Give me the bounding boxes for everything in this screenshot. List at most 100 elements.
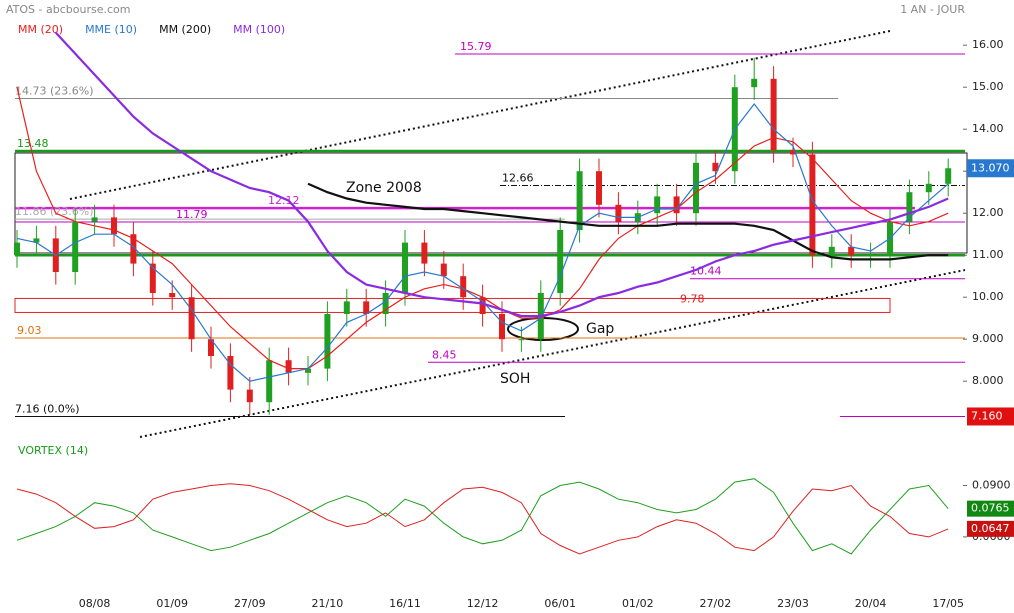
candle-body [770,78,777,151]
value-badge-label: 0.0647 [971,522,1010,535]
panel-title: VORTEX (14) [18,444,88,457]
header-period: 1 AN - JOUR [900,3,965,16]
y-tick-label: 8.000 [972,374,1004,387]
candle-body [208,339,214,356]
legend-entry: MM (100) [233,23,285,36]
candle-body [673,196,680,214]
level-label: 7.16 (0.0%) [15,402,80,415]
candle-body [751,78,758,88]
annotation: Gap [586,321,614,337]
candle-body [828,246,835,256]
candle-body [479,297,486,314]
candle-body [848,246,855,256]
candle-body [615,204,622,222]
level-label: 11.86 (23.6%) [15,205,94,218]
candle-body [130,234,137,264]
x-tick-label: 27/09 [234,597,266,610]
candle-body [499,314,505,340]
candle-body [867,255,874,257]
zone-box [14,152,968,254]
candle-body [246,389,253,403]
x-tick-label: 06/01 [544,597,576,610]
x-tick-label: 01/09 [156,597,188,610]
level-label: 12.66 [502,171,534,184]
x-tick-label: 16/11 [389,597,421,610]
candle-body [421,242,428,264]
candle-body [460,276,467,298]
annotation: SOH [500,371,530,387]
candle-body [596,171,602,205]
candle-body [557,230,564,293]
vortex-line [16,483,949,555]
candle-body [343,301,350,314]
x-tick-label: 23/03 [777,597,809,610]
candle-body [111,217,117,235]
candle-body [285,360,292,373]
candle-body [266,360,273,403]
candle-body [809,154,816,256]
candle-body [14,242,20,256]
candle-body [576,171,583,230]
x-tick-label: 08/08 [79,597,111,610]
legend-entry: MM (200) [159,23,211,36]
trend-line-lower [139,269,966,438]
price-badge [967,407,1014,426]
candle-body [712,162,719,172]
vortex-line [16,478,949,555]
candle-body [363,301,370,314]
candle-body [169,293,176,298]
candle-body [518,339,525,341]
candle-body [188,297,195,340]
y-tick-label: 10.00 [972,290,1004,303]
candle-body [305,368,311,373]
y-tick-label: 11.00 [972,248,1004,261]
candle-body [324,314,331,369]
x-tick-label: 21/10 [312,597,344,610]
value-badge [967,520,1014,537]
x-tick-label: 17/05 [932,597,964,610]
x-tick-label: 20/04 [855,597,887,610]
candle-body [149,263,156,293]
candle-body [72,221,79,272]
y-tick-label: 16.00 [972,38,1004,51]
candle-body [925,183,932,193]
y-tick-label: 15.00 [972,80,1004,93]
ma-line [16,103,949,382]
ma-line [307,182,949,261]
header-title: ATOS - abcbourse.com [6,3,130,16]
candle-body [693,162,699,214]
level-label: 15.79 [460,40,492,53]
level-label: 11.79 [176,208,208,221]
candle-body [402,242,408,293]
level-label: 12.12 [268,194,300,207]
level-label: 14.73 (23.6%) [15,85,94,98]
candle-body [440,263,447,277]
candle-body [382,293,389,314]
legend-entry: MM (20) [18,23,63,36]
y-tick-label: 14.00 [972,122,1004,135]
candle-body [227,356,234,390]
level-label: 9.78 [680,292,705,305]
price-badge-label: 13.070 [971,161,1010,174]
candle-body [33,238,40,243]
level-label: 13.48 [17,137,49,150]
y-tick-label: 12.00 [972,206,1004,219]
candle-body [790,150,796,155]
candle-body [91,217,98,222]
value-badge-label: 0.0765 [971,502,1010,515]
y-tick-label: 9.000 [972,332,1004,345]
level-label: 8.45 [432,348,457,361]
x-tick-label: 01/02 [622,597,654,610]
price-badge-label: 7.160 [971,409,1003,422]
level-label: 9.03 [17,324,42,337]
candle-body [906,192,913,222]
candle-body [654,196,661,214]
y-tick-label: 0.0900 [972,479,1011,492]
candle-body [945,168,952,184]
level-box [14,297,891,313]
ma-line [16,87,949,370]
annotation: Zone 2008 [346,180,422,196]
